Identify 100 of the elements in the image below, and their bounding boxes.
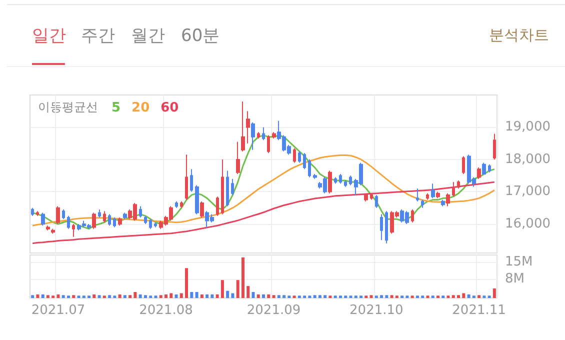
bar <box>200 294 204 298</box>
bar <box>185 268 188 298</box>
candlestick <box>46 225 50 231</box>
bar <box>128 295 132 298</box>
candlestick <box>328 170 332 194</box>
candlestick <box>200 200 204 218</box>
bar <box>318 295 322 298</box>
y-tick-label: 16,000 <box>505 216 550 232</box>
bar <box>256 294 260 298</box>
bar <box>170 293 173 298</box>
y-tick-label: 15M <box>505 254 533 270</box>
candlestick <box>154 222 157 228</box>
bar <box>252 292 255 298</box>
bar <box>262 294 265 298</box>
candlestick <box>303 152 306 170</box>
candlestick <box>308 158 311 178</box>
candlestick <box>298 150 301 164</box>
candlestick <box>216 196 219 216</box>
candlestick <box>241 100 245 152</box>
bar <box>380 295 384 298</box>
candlestick <box>41 212 45 226</box>
bar <box>216 294 219 298</box>
candlestick <box>56 206 60 224</box>
bar <box>210 294 214 298</box>
candlestick <box>92 212 96 230</box>
bar <box>31 295 34 298</box>
y-tick-label: 19,000 <box>505 120 550 135</box>
bar <box>277 295 280 298</box>
candlestick <box>180 200 183 208</box>
x-tick-label: 2021.10 <box>350 303 404 318</box>
bar <box>190 292 194 298</box>
bar <box>134 292 137 298</box>
y-tick-label: 18,000 <box>505 152 550 167</box>
x-tick-label: 2021.09 <box>246 303 301 318</box>
candlestick <box>426 192 429 200</box>
candlestick <box>457 180 460 190</box>
bar <box>370 295 373 298</box>
candlestick <box>118 217 122 226</box>
candlestick <box>364 192 368 202</box>
candlestick <box>195 184 199 215</box>
candlestick <box>431 183 435 199</box>
text: 분석차트 <box>489 26 549 45</box>
bar <box>41 294 44 298</box>
bar <box>92 294 96 298</box>
text: 60분 <box>181 25 220 47</box>
bar <box>144 295 147 298</box>
candlestick <box>62 208 65 220</box>
legend-title: 이동평균선 <box>38 100 98 114</box>
candlestick <box>370 192 373 200</box>
candlestick <box>51 228 55 234</box>
bar <box>282 295 286 298</box>
candlestick <box>267 134 270 154</box>
candlestick <box>67 215 70 230</box>
text: 5 <box>112 100 121 116</box>
bar <box>164 294 168 298</box>
text: 주간 <box>81 25 115 47</box>
bar <box>272 295 276 298</box>
candlestick <box>436 191 440 199</box>
candlestick <box>175 200 178 208</box>
candlestick <box>251 122 255 150</box>
bar <box>267 294 270 298</box>
candlestick <box>149 218 152 230</box>
candlestick <box>477 167 481 180</box>
bar <box>385 295 388 298</box>
candlestick <box>344 180 347 188</box>
candlestick <box>185 154 188 200</box>
bar <box>226 290 230 298</box>
bar <box>220 280 224 298</box>
candlestick <box>190 168 193 192</box>
candlestick <box>339 174 342 184</box>
candlestick <box>421 199 424 208</box>
candlestick <box>462 156 465 174</box>
bar <box>138 294 142 298</box>
candlestick <box>293 148 296 164</box>
text: 월간 <box>131 25 165 47</box>
candlestick <box>139 206 142 218</box>
bar <box>46 295 50 298</box>
candlestick <box>446 192 450 207</box>
bar <box>492 288 496 298</box>
candlestick <box>452 182 455 198</box>
bar <box>467 294 470 298</box>
bar <box>452 295 455 298</box>
bar <box>457 295 460 298</box>
candlestick <box>108 214 111 226</box>
candlestick <box>221 158 224 215</box>
candlestick <box>98 208 101 218</box>
bar <box>231 293 234 298</box>
candlestick <box>380 214 383 241</box>
text: 일간 <box>32 25 66 47</box>
candlestick <box>231 178 234 196</box>
candlestick <box>236 141 240 174</box>
y-tick-label: 8M <box>505 271 524 286</box>
candlestick <box>31 207 34 216</box>
candlestick <box>257 132 260 140</box>
candlestick <box>123 212 127 220</box>
candlestick <box>493 133 496 160</box>
candlestick <box>482 162 486 174</box>
candlestick <box>441 199 445 207</box>
candlestick <box>272 132 276 140</box>
candlestick <box>349 175 352 186</box>
